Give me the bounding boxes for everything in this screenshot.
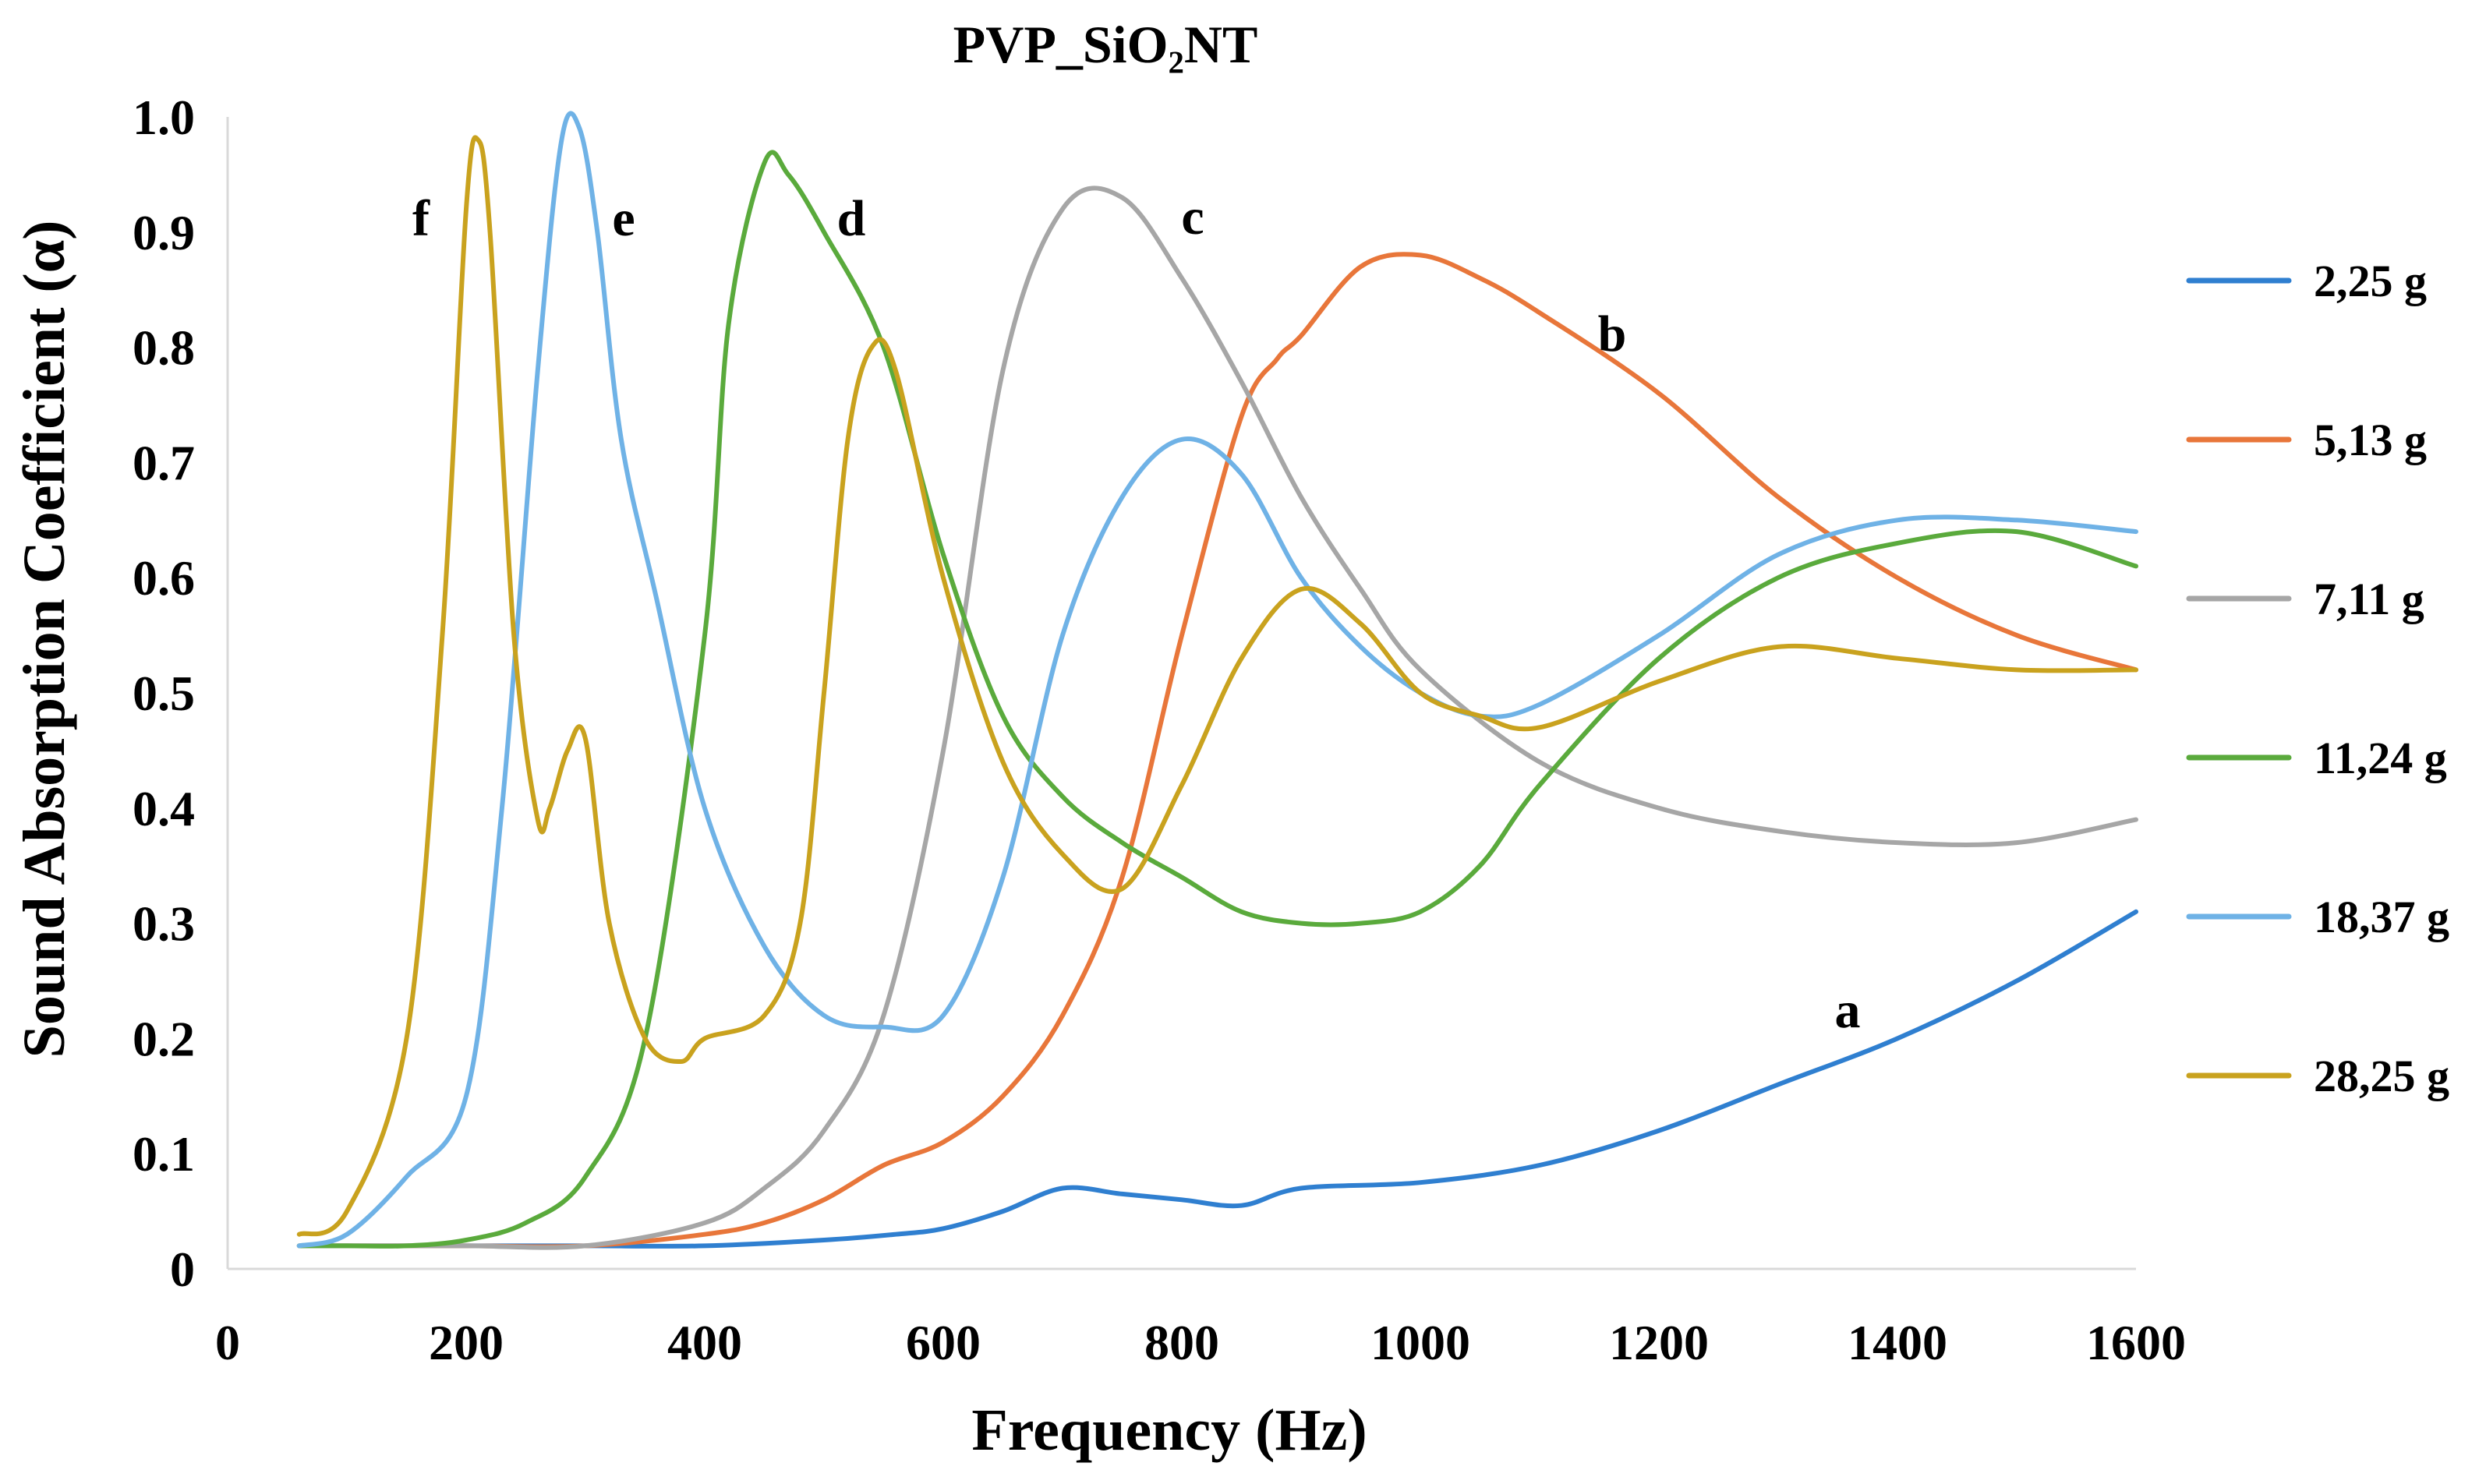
x-tick-label: 800 <box>1144 1315 1219 1370</box>
series-line-f <box>296 135 2138 1237</box>
y-tick-label: 0.3 <box>133 896 195 952</box>
curve-label-f: f <box>412 190 430 247</box>
chart-title: PVP_SiO₂NT <box>953 15 1258 74</box>
x-tick-label: 200 <box>429 1315 504 1370</box>
legend-item: 28,25 g <box>2186 1051 2449 1101</box>
y-tick-label: 1.0 <box>133 90 195 145</box>
plot-area <box>226 111 2138 1270</box>
curve-label-c: c <box>1181 189 1204 246</box>
x-tick-labels: 0 200 400 600 800 1000 1200 1400 1600 <box>215 1315 2186 1370</box>
series-line-e <box>296 111 2138 1249</box>
legend-label: 28,25 g <box>2314 1051 2449 1101</box>
legend-label: 5,13 g <box>2314 415 2427 465</box>
curve-label-d: d <box>837 190 866 247</box>
legend-label: 18,37 g <box>2314 892 2449 942</box>
curve-label-a: a <box>1835 982 1861 1039</box>
curve-label-b: b <box>1598 306 1627 362</box>
series-line-d <box>296 150 2138 1249</box>
legend-item: 5,13 g <box>2186 415 2427 465</box>
curve-label-e: e <box>612 190 635 247</box>
legend-label: 2,25 g <box>2314 256 2427 306</box>
x-tick-label: 1200 <box>1609 1315 1709 1370</box>
legend-label: 7,11 g <box>2314 574 2424 624</box>
series-line-b <box>296 252 2138 1249</box>
series-line-a <box>296 909 2138 1249</box>
legend-item: 7,11 g <box>2186 574 2424 624</box>
y-tick-label: 0.4 <box>133 781 195 836</box>
curve-labels: a b c d e f <box>412 189 1860 1039</box>
legend-item: 2,25 g <box>2186 256 2427 306</box>
y-tick-label: 0.6 <box>133 550 195 606</box>
y-tick-labels: 0 0.1 0.2 0.3 0.4 0.5 0.6 0.7 0.8 0.9 1.0 <box>133 90 195 1297</box>
y-tick-label: 0.1 <box>133 1126 195 1182</box>
y-tick-label: 0.9 <box>133 205 195 260</box>
series-line-c <box>296 186 2138 1250</box>
legend-label: 11,24 g <box>2314 733 2447 783</box>
x-tick-label: 1600 <box>2086 1315 2186 1370</box>
y-axis-label: Sound Absorption Coefficient (α) <box>12 221 77 1058</box>
y-tick-label: 0.8 <box>133 320 195 376</box>
y-tick-label: 0.2 <box>133 1011 195 1066</box>
x-tick-label: 0 <box>215 1315 240 1370</box>
y-tick-label: 0 <box>170 1242 195 1297</box>
y-tick-label: 0.5 <box>133 666 195 721</box>
x-tick-label: 1000 <box>1370 1315 1470 1370</box>
x-tick-label: 400 <box>667 1315 742 1370</box>
legend-item: 18,37 g <box>2186 892 2449 942</box>
x-tick-label: 1400 <box>1848 1315 1947 1370</box>
legend: 2,25 g 5,13 g 7,11 g 11,24 g 18,37 g 28,25 g <box>2186 256 2449 1101</box>
x-axis-label: Frequency (Hz) <box>971 1397 1367 1463</box>
series-layer <box>296 111 2138 1250</box>
legend-item: 11,24 g <box>2186 733 2447 783</box>
y-tick-label: 0.7 <box>133 435 195 490</box>
x-tick-label: 600 <box>906 1315 981 1370</box>
